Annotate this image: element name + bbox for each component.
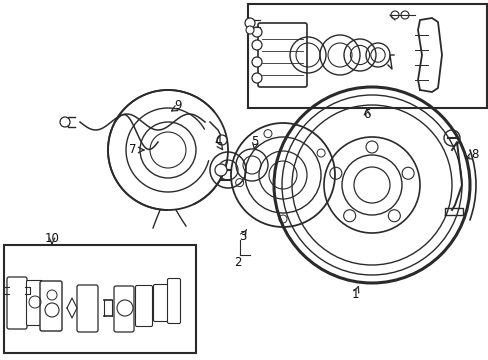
FancyBboxPatch shape bbox=[40, 281, 62, 331]
Circle shape bbox=[390, 11, 398, 19]
Text: 1: 1 bbox=[350, 288, 358, 301]
Circle shape bbox=[251, 27, 262, 37]
Text: 9: 9 bbox=[174, 99, 182, 112]
Text: 2: 2 bbox=[234, 256, 241, 269]
Text: 6: 6 bbox=[363, 108, 370, 121]
Circle shape bbox=[251, 57, 262, 67]
Text: 3: 3 bbox=[239, 230, 246, 243]
Circle shape bbox=[251, 40, 262, 50]
FancyBboxPatch shape bbox=[167, 279, 180, 324]
FancyBboxPatch shape bbox=[153, 284, 168, 321]
Circle shape bbox=[245, 26, 253, 34]
Text: 5: 5 bbox=[251, 135, 258, 148]
Bar bbox=[4, 245, 196, 353]
FancyBboxPatch shape bbox=[114, 286, 134, 332]
Text: 8: 8 bbox=[470, 148, 478, 162]
FancyBboxPatch shape bbox=[77, 285, 98, 332]
Circle shape bbox=[251, 73, 262, 83]
Bar bbox=[247, 4, 486, 108]
FancyBboxPatch shape bbox=[26, 280, 42, 325]
Circle shape bbox=[215, 164, 226, 176]
Circle shape bbox=[60, 117, 70, 127]
Text: 10: 10 bbox=[44, 231, 60, 244]
Circle shape bbox=[400, 11, 408, 19]
FancyBboxPatch shape bbox=[258, 23, 306, 87]
Circle shape bbox=[244, 18, 254, 28]
Circle shape bbox=[217, 135, 226, 145]
Text: 4: 4 bbox=[214, 135, 221, 148]
FancyBboxPatch shape bbox=[7, 277, 27, 329]
Text: 7: 7 bbox=[129, 144, 137, 157]
FancyBboxPatch shape bbox=[135, 285, 152, 327]
